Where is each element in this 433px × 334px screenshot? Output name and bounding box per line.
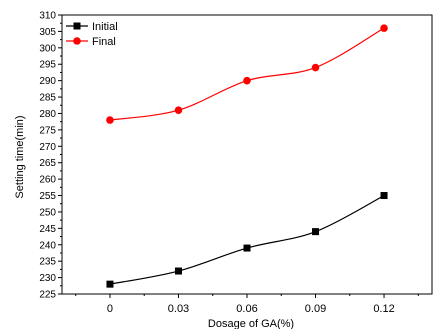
- y-tick-label: 240: [39, 240, 56, 251]
- y-tick-label: 255: [39, 191, 56, 202]
- data-point-initial: [312, 228, 320, 236]
- y-tick-label: 270: [39, 142, 56, 153]
- data-point-final: [380, 24, 388, 32]
- x-tick-label: 0: [107, 303, 113, 315]
- x-tick-label: 0.06: [236, 303, 257, 315]
- data-point-initial: [174, 267, 182, 275]
- y-axis-title: Setting time(min): [14, 115, 26, 198]
- y-tick-label: 235: [39, 257, 56, 268]
- plot-frame: [61, 14, 433, 295]
- y-tick-label: 290: [39, 76, 56, 87]
- x-tick-label: 0.09: [305, 303, 326, 315]
- legend-marker-initial: [73, 22, 81, 30]
- legend-label-final: Final: [92, 36, 116, 48]
- y-tick-label: 285: [39, 93, 56, 104]
- data-point-initial: [106, 280, 114, 288]
- legend-label-initial: Initial: [92, 21, 118, 33]
- y-tick-label: 225: [39, 290, 56, 301]
- x-axis-ticks: 0 0.03 0.06 0.09 0.12: [75, 294, 419, 315]
- x-axis-title: Dosage of GA(%): [208, 318, 294, 329]
- y-tick-label: 305: [39, 27, 56, 38]
- data-point-initial: [243, 244, 251, 252]
- x-tick-label: 0.03: [168, 303, 189, 315]
- y-axis-ticks: 225 230 235 240 245 250 255 260 265 270 275 280 285 2…: [39, 11, 62, 301]
- series-line-initial: [109, 194, 385, 285]
- y-tick-label: 260: [39, 175, 56, 186]
- y-tick-label: 250: [39, 207, 56, 218]
- data-point-final: [311, 63, 320, 72]
- data-point-final: [243, 76, 251, 85]
- series-line-final: [109, 27, 385, 121]
- y-tick-label: 230: [39, 273, 56, 284]
- series-markers: [106, 24, 388, 288]
- legend: Initial Final: [66, 21, 118, 48]
- legend-marker-final: [73, 37, 81, 45]
- plot-area-border: [61, 14, 433, 295]
- y-tick-label: 295: [39, 60, 56, 71]
- y-tick-label: 300: [39, 43, 56, 54]
- x-tick-label: 0.12: [373, 303, 394, 315]
- data-point-final: [106, 116, 114, 124]
- y-tick-label: 280: [39, 109, 56, 120]
- data-point-final: [174, 106, 183, 114]
- data-point-initial: [380, 192, 388, 200]
- y-tick-label: 245: [39, 224, 56, 235]
- y-tick-label: 310: [39, 11, 56, 22]
- y-tick-label: 275: [39, 125, 56, 136]
- y-tick-label: 265: [39, 158, 56, 169]
